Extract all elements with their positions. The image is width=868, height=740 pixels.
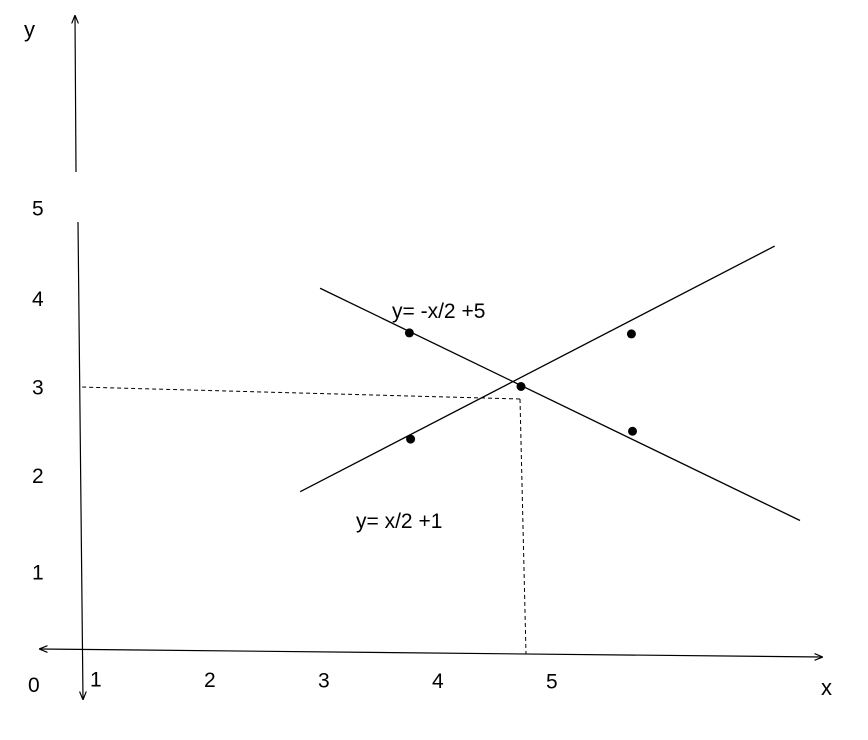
- x-axis: [40, 649, 822, 657]
- x-tick-labels: 1 2 3 4 5: [90, 669, 558, 694]
- series-0-point-1: [628, 426, 637, 436]
- y-tick-label-3: 3: [32, 377, 44, 400]
- y-tick-label-1: 1: [32, 562, 44, 585]
- series-line-0: [319, 287, 801, 522]
- series-1-point-0: [406, 434, 416, 444]
- y-axis-label: y: [24, 17, 35, 42]
- y-tick-labels: 1 2 3 4 5: [32, 198, 44, 585]
- x-axis-label: x: [821, 675, 832, 700]
- series-label-increasing: y= x/2 +1: [356, 510, 442, 533]
- intersection-point: [516, 382, 526, 391]
- intersection-guide-horizontal: [79, 386, 521, 400]
- series-label-decreasing: y= -x/2 +5: [392, 300, 485, 323]
- series-0-point-0: [404, 328, 414, 338]
- x-tick-label-1: 1: [90, 669, 102, 692]
- x-tick-label-2: 2: [204, 669, 216, 692]
- y-axis-lower: [77, 221, 83, 699]
- y-tick-label-5: 5: [32, 198, 44, 221]
- data-points: [404, 328, 637, 444]
- x-tick-label-3: 3: [318, 670, 330, 693]
- y-axis-upper: [75, 16, 76, 173]
- series-line-1: [299, 245, 775, 493]
- origin-label: 0: [28, 674, 40, 697]
- series-lines: [299, 245, 801, 522]
- x-tick-label-4: 4: [432, 670, 444, 693]
- y-tick-label-2: 2: [32, 465, 44, 488]
- x-tick-label-5: 5: [546, 671, 558, 694]
- series-1-point-1: [626, 329, 636, 339]
- intersection-guide-vertical: [519, 398, 527, 655]
- y-tick-label-4: 4: [32, 288, 44, 311]
